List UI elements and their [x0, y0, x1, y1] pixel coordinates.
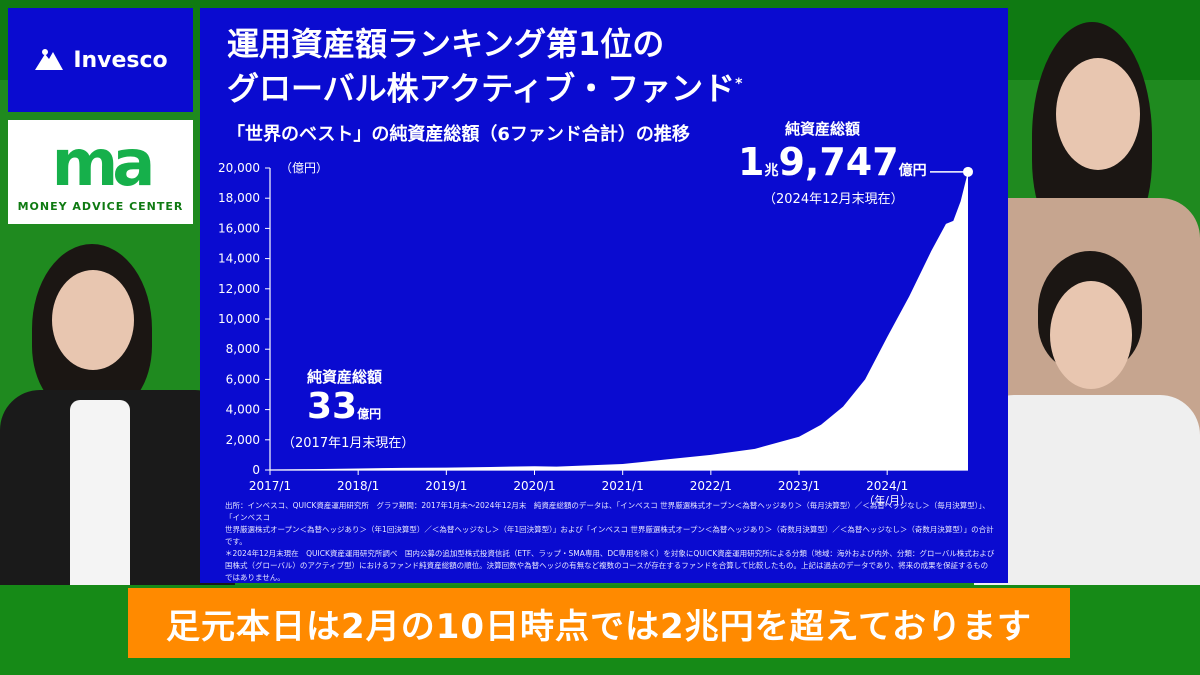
x-tick-label: 2019/1: [425, 479, 467, 493]
x-axis-label: （年/月）: [863, 493, 911, 507]
start-callout-date: （2017年1月末現在）: [282, 436, 415, 451]
footnote-line: 出所：インベスコ、QUICK資産運用研究所 グラフ期間：2017年1月末〜202…: [225, 501, 990, 522]
x-tick-label: 2021/1: [602, 479, 644, 493]
presentation-slide: 運用資産額ランキング第1位の グローバル株アクティブ・ファンド* 「世界のベスト…: [200, 8, 1008, 583]
y-tick-label: 4,000: [226, 403, 260, 417]
x-tick-label: 2018/1: [337, 479, 379, 493]
y-tick-label: 12,000: [218, 282, 260, 296]
end-callout-value: 1 兆 9,747 億円: [738, 140, 927, 184]
footnote-line: 世界厳選株式オープン＜為替ヘッジあり＞（年1回決算型）／＜為替ヘッジなし＞（年1…: [225, 525, 994, 546]
x-tick-label: 2017/1: [249, 479, 291, 493]
footnote-line: 国株式（グローバル）のアクティブ型）におけるファンド純資産総額の順位。決算回数や…: [225, 561, 989, 582]
y-tick-label: 6,000: [226, 372, 260, 386]
x-tick-label: 2024/1: [866, 479, 908, 493]
chart-subtitle: 「世界のベスト」の純資産総額（6ファンド合計）の推移: [227, 124, 690, 145]
y-tick-label: 20,000: [218, 161, 260, 175]
y-tick-label: 14,000: [218, 252, 260, 266]
slide-title: 運用資産額ランキング第1位の グローバル株アクティブ・ファンド*: [227, 24, 743, 109]
y-tick-label: 0: [252, 463, 260, 477]
start-value-number: 33: [307, 386, 358, 427]
net-assets-area: [270, 171, 968, 470]
end-value-unit-oku: 億円: [898, 163, 927, 179]
money-advice-center-logo-text: MONEY ADVICE CENTER: [17, 199, 184, 213]
start-callout-label: 純資産総額: [307, 368, 383, 386]
invesco-logo-text: Invesco: [73, 47, 168, 73]
x-tick-label: 2023/1: [778, 479, 820, 493]
end-value-unit-trillion: 兆: [764, 163, 779, 179]
y-tick-label: 16,000: [218, 221, 260, 235]
start-callout-value: 33 億円: [307, 386, 381, 427]
start-value-unit: 億円: [357, 407, 382, 421]
y-tick-label: 18,000: [218, 191, 260, 205]
x-tick-label: 2022/1: [690, 479, 732, 493]
y-tick-label: 8,000: [226, 342, 260, 356]
end-value-tail: 9,747: [778, 140, 899, 184]
invesco-mountain-icon: [35, 49, 64, 70]
y-axis-label: （億円）: [280, 161, 328, 175]
invesco-logo: Invesco: [8, 8, 193, 112]
slide-title-footnote-mark: *: [735, 76, 743, 92]
end-value-point: [963, 166, 973, 177]
presenter-right-seated: [968, 245, 1200, 585]
end-value-head: 1: [738, 140, 765, 184]
y-tick-label: 10,000: [218, 312, 260, 326]
end-callout-date: （2024年12月末現在）: [763, 192, 904, 207]
end-callout-label: 純資産総額: [785, 120, 861, 138]
net-assets-area-chart: 0 2,000 4,000 6,000 8,000 10,000 12,000 14,000 1…: [218, 161, 973, 507]
slide-title-line-1: 運用資産額ランキング第1位の: [227, 25, 665, 63]
slide-title-line-2: グローバル株アクティブ・ファンド: [227, 69, 736, 108]
y-tick-label: 2,000: [226, 433, 260, 447]
money-advice-center-logo: ma MONEY ADVICE CENTER: [8, 120, 193, 224]
subtitle-caption: 足元本日は2月の10日時点では2兆円を超えております: [128, 588, 1070, 658]
x-tick-label: 2020/1: [513, 479, 555, 493]
slide-footnote: 出所：インベスコ、QUICK資産運用研究所 グラフ期間：2017年1月末〜202…: [225, 500, 995, 584]
presenter-left: [0, 240, 235, 585]
ma-monogram-icon: ma: [51, 126, 156, 201]
footnote-line: ＊2024年12月末現在 QUICK資産運用研究所調べ 国内公募の追加型株式投資…: [225, 549, 995, 558]
